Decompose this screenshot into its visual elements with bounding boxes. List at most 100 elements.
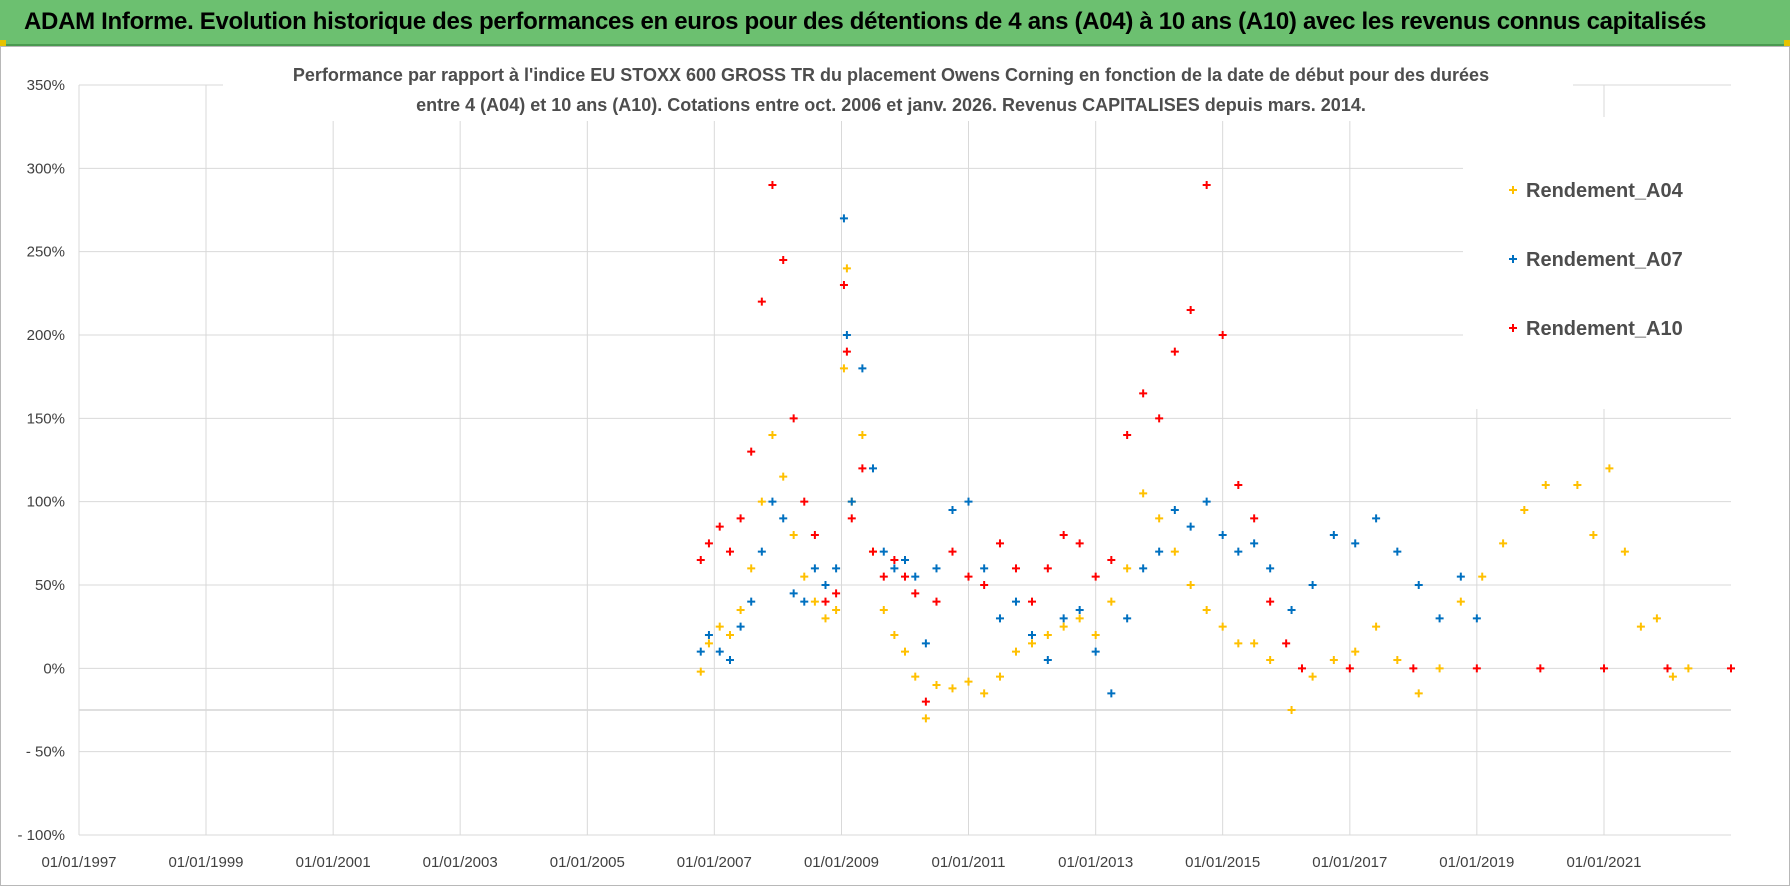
data-point bbox=[1600, 664, 1608, 673]
data-point bbox=[1308, 581, 1317, 589]
data-point bbox=[789, 589, 798, 598]
data-point bbox=[948, 684, 957, 693]
data-point bbox=[832, 564, 841, 573]
data-point bbox=[1727, 664, 1735, 673]
data-point bbox=[1202, 181, 1211, 189]
data-point bbox=[1287, 706, 1296, 714]
data-point bbox=[1250, 639, 1259, 648]
data-point bbox=[1155, 414, 1164, 423]
data-point bbox=[1202, 497, 1211, 506]
data-point bbox=[1345, 664, 1354, 673]
data-point bbox=[980, 581, 989, 589]
data-point bbox=[1170, 506, 1179, 514]
data-point bbox=[1218, 531, 1227, 539]
data-point bbox=[1028, 597, 1036, 606]
data-point bbox=[1043, 631, 1052, 639]
data-point bbox=[1107, 689, 1116, 698]
data-point bbox=[1393, 547, 1402, 556]
data-point bbox=[868, 464, 877, 473]
data-point bbox=[768, 181, 777, 189]
data-point bbox=[879, 547, 888, 556]
data-point bbox=[1075, 606, 1084, 614]
data-point bbox=[779, 514, 788, 523]
y-tick-labels: 350% 300% 250% 200% 150% 100% 50% 0% - 50% - 100% bbox=[17, 77, 65, 844]
data-point bbox=[839, 281, 848, 289]
data-point bbox=[1329, 531, 1338, 539]
data-point bbox=[964, 497, 973, 506]
banner-corner-left bbox=[0, 40, 6, 46]
data-point bbox=[800, 572, 809, 581]
data-point bbox=[901, 572, 909, 581]
data-point bbox=[800, 597, 809, 606]
data-point bbox=[839, 214, 848, 223]
data-point bbox=[757, 497, 766, 506]
data-point bbox=[1663, 664, 1672, 673]
data-point bbox=[911, 572, 920, 581]
x-tick-label: 01/01/2005 bbox=[550, 854, 625, 871]
data-point bbox=[696, 667, 705, 676]
data-point bbox=[847, 497, 856, 506]
data-point bbox=[879, 606, 888, 614]
data-point bbox=[1573, 481, 1582, 489]
series-Rendement_A07 bbox=[696, 214, 1481, 698]
data-point bbox=[1011, 564, 1020, 573]
data-point bbox=[1372, 622, 1381, 631]
data-point bbox=[1123, 614, 1132, 623]
data-point bbox=[921, 697, 930, 706]
data-point bbox=[1170, 547, 1179, 556]
data-point bbox=[1186, 306, 1195, 314]
data-point bbox=[810, 531, 819, 539]
data-point bbox=[1123, 431, 1132, 439]
y-tick-label: 250% bbox=[27, 244, 65, 261]
data-point bbox=[1011, 647, 1020, 656]
data-point bbox=[1435, 614, 1444, 623]
data-point bbox=[1059, 614, 1068, 623]
x-tick-labels: 01/01/1997 01/01/1999 01/01/2001 01/01/2003… bbox=[41, 854, 1641, 871]
banner-corner-right bbox=[1784, 40, 1790, 46]
data-point bbox=[832, 606, 841, 614]
data-point bbox=[1351, 539, 1360, 548]
data-point bbox=[911, 589, 920, 598]
data-point bbox=[839, 364, 848, 373]
data-point bbox=[1478, 572, 1487, 581]
data-point bbox=[964, 572, 973, 581]
series-layer bbox=[696, 181, 1735, 723]
data-point bbox=[1456, 572, 1465, 581]
data-point bbox=[1636, 622, 1645, 631]
data-point bbox=[704, 539, 713, 548]
data-point bbox=[1266, 597, 1275, 606]
chart-title-line-1: Performance par rapport à l'indice EU ST… bbox=[293, 65, 1489, 85]
data-point bbox=[1234, 639, 1243, 648]
y-tick-label: 300% bbox=[27, 160, 65, 177]
x-tick-label: 01/01/2017 bbox=[1312, 854, 1387, 871]
series-Rendement_A10 bbox=[696, 181, 1735, 706]
data-point bbox=[890, 564, 899, 573]
data-point bbox=[995, 539, 1004, 548]
data-point bbox=[1155, 514, 1164, 523]
data-point bbox=[768, 431, 777, 439]
legend-label: Rendement_A10 bbox=[1526, 318, 1683, 340]
x-tick-label: 01/01/2021 bbox=[1566, 854, 1641, 871]
x-tick-label: 01/01/2007 bbox=[677, 854, 752, 871]
data-point bbox=[1308, 672, 1317, 681]
data-point bbox=[1266, 656, 1275, 664]
data-point bbox=[1684, 664, 1693, 673]
data-point bbox=[980, 689, 989, 698]
data-point bbox=[1091, 647, 1100, 656]
data-point bbox=[1520, 506, 1529, 514]
legend-marker bbox=[1509, 324, 1517, 332]
data-point bbox=[1541, 481, 1550, 489]
data-point bbox=[800, 497, 809, 506]
x-tick-label: 01/01/1999 bbox=[168, 854, 243, 871]
data-point bbox=[1329, 656, 1338, 664]
data-point bbox=[1107, 556, 1116, 564]
data-point bbox=[704, 631, 713, 639]
data-point bbox=[890, 631, 899, 639]
data-point bbox=[1409, 664, 1418, 673]
title-background bbox=[223, 57, 1573, 121]
data-point bbox=[1043, 564, 1052, 573]
data-point bbox=[696, 647, 705, 656]
legend-background bbox=[1463, 117, 1731, 409]
data-point bbox=[832, 589, 841, 598]
data-point bbox=[736, 514, 745, 523]
